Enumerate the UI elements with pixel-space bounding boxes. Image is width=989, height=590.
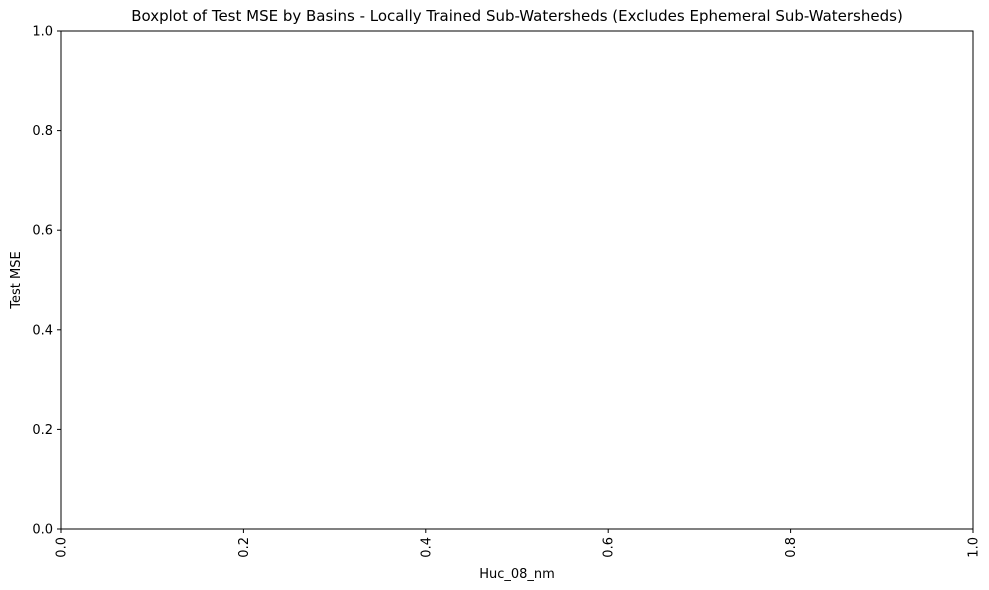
chart-title: Boxplot of Test MSE by Basins - Locally …	[131, 7, 903, 25]
x-tick-label: 0.4	[419, 537, 434, 558]
x-tick-label: 0.2	[237, 537, 252, 558]
y-axis-ticks: 0.0 0.2 0.4 0.6 0.8 1.0	[32, 25, 61, 538]
y-tick-label: 1.0	[32, 25, 53, 40]
y-tick-label: 0.6	[32, 224, 53, 239]
y-tick-label: 0.2	[32, 423, 53, 438]
x-axis-ticks: 0.0 0.2 0.4 0.6 0.8 1.0	[55, 529, 982, 558]
x-tick-label: 0.6	[602, 537, 617, 558]
plot-area-frame	[60, 30, 974, 530]
y-axis-label: Test MSE	[9, 251, 24, 309]
x-tick-label: 0.0	[55, 537, 70, 558]
x-tick-label: 0.8	[784, 537, 799, 558]
y-tick-label: 0.0	[32, 523, 53, 538]
y-tick-label: 0.4	[32, 323, 53, 338]
x-tick-label: 1.0	[967, 537, 982, 558]
x-axis-label: Huc_08_nm	[479, 567, 555, 582]
y-tick-label: 0.8	[32, 124, 53, 139]
